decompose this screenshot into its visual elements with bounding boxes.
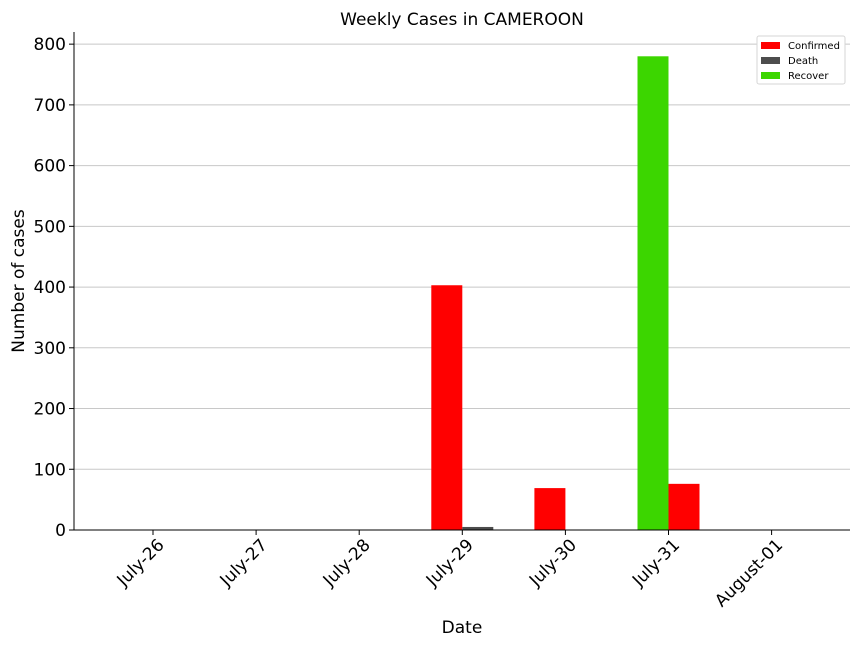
x-axis-label: Date [442, 618, 483, 638]
y-tick-label: 800 [34, 35, 66, 55]
y-tick-label: 600 [34, 157, 66, 177]
bar-confirmed-July-31 [668, 483, 700, 530]
x-tick-label: July-30 [525, 535, 581, 591]
y-axis-label: Number of cases [9, 209, 29, 353]
y-tick-label: 500 [34, 217, 66, 237]
legend-swatch-death [761, 57, 780, 64]
x-tick-label: July-31 [628, 535, 684, 591]
x-tick-label: July-26 [113, 535, 169, 591]
y-tick-label: 100 [34, 460, 66, 480]
legend-swatch-confirmed [761, 42, 780, 49]
bar-confirmed-July-29 [431, 285, 463, 530]
bar-confirmed-July-30 [534, 488, 566, 530]
bar-death-July-29 [462, 526, 494, 530]
x-tick-label: July-29 [422, 535, 478, 591]
legend-swatch-recover [761, 72, 780, 79]
y-tick-label: 200 [34, 400, 66, 420]
chart-title: Weekly Cases in CAMEROON [340, 10, 584, 30]
x-ticks: July-26 July-27 July-28 July-29 July-30 July-… [113, 530, 787, 611]
x-tick-label: July-28 [319, 535, 375, 591]
y-tick-label: 400 [34, 278, 66, 298]
x-tick-label: July-27 [216, 535, 272, 591]
legend-label-death: Death [788, 56, 818, 67]
y-tick-label: 700 [34, 96, 66, 116]
x-tick-label: August-01 [711, 535, 787, 611]
legend-label-confirmed: Confirmed [788, 41, 840, 52]
y-ticks: 0 100 200 300 400 500 600 700 800 [34, 35, 74, 541]
y-tick-label: 300 [34, 339, 66, 359]
legend-label-recover: Recover [788, 71, 829, 82]
legend: Confirmed Death Recover [756, 35, 846, 85]
y-tick-label: 0 [55, 521, 66, 541]
bars [431, 56, 700, 530]
bar-recover-July-31 [637, 56, 669, 530]
